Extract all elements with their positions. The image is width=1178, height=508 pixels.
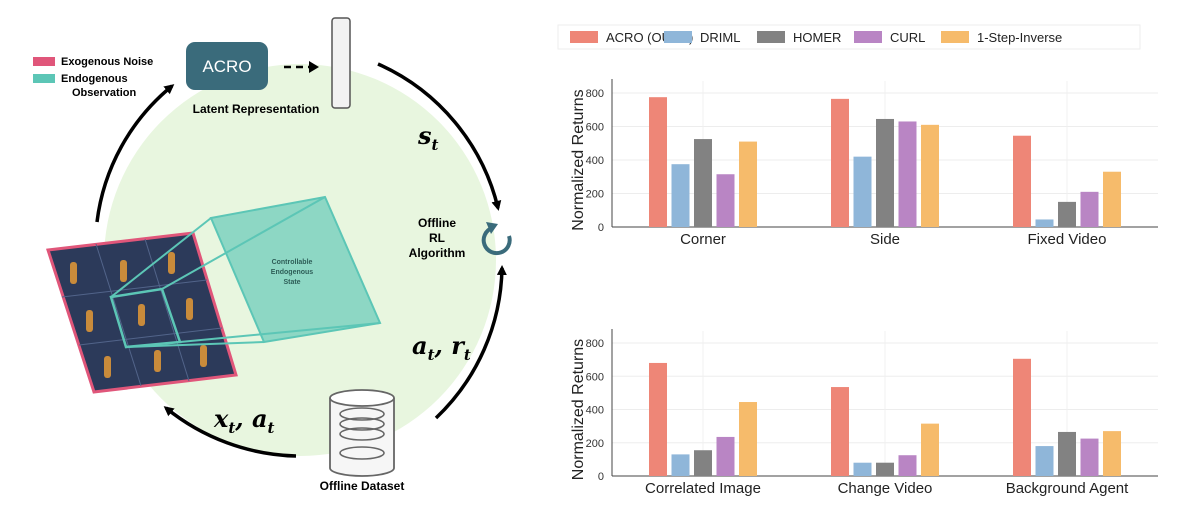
bar-change-video-series-1 — [853, 462, 872, 476]
category-label-1: Change Video — [838, 480, 933, 497]
algorithm-label-line2: RL — [429, 231, 445, 245]
legend-label-endogenous: Endogenous — [61, 73, 128, 85]
legend-label-4: 1-Step-Inverse — [977, 30, 1062, 45]
bar-correlated-image-series-3 — [716, 436, 735, 476]
legend-label-observation: Observation — [72, 87, 136, 99]
bar-fixed-video-series-4 — [1103, 171, 1121, 227]
legend-swatch-1 — [664, 31, 692, 43]
bar-corner-series-2 — [694, 139, 712, 227]
bar-corner-series-4 — [739, 141, 757, 227]
legend-label-2: HOMER — [793, 30, 841, 45]
bar-background-agent-series-3 — [1080, 438, 1099, 476]
dashed-arrow-head — [309, 61, 319, 73]
bar-background-agent-series-1 — [1035, 446, 1054, 476]
ytick-label-1: 200 — [586, 438, 604, 450]
bar-change-video-series-2 — [876, 462, 894, 476]
legend-label-3: CURL — [890, 30, 925, 45]
action-reward-symbol: at, rt — [412, 331, 471, 364]
category-label-2: Fixed Video — [1028, 231, 1107, 248]
bar-side-series-3 — [898, 121, 917, 227]
ytick-label-2: 400 — [586, 155, 604, 167]
legend-swatch-2 — [757, 31, 785, 43]
offline-dataset-label: Offline Dataset — [320, 479, 405, 493]
legend-swatch-4 — [941, 31, 969, 43]
category-label-0: Corner — [680, 231, 726, 248]
bar-change-video-series-0 — [831, 387, 849, 476]
ytick-label-4: 800 — [586, 88, 604, 100]
state-box-line1: Controllable — [272, 259, 313, 266]
legend-label-noise: Exogenous Noise — [61, 56, 153, 68]
acro-diagram: Exogenous Noise Endogenous Observation A… — [33, 17, 512, 493]
database-icon — [329, 389, 395, 477]
state-symbol: st — [417, 121, 439, 154]
chart-legend: ACRO (OURS) DRIML HOMER CURL 1-Step-Inverse — [557, 24, 1141, 50]
chart-legend-frame — [557, 24, 1141, 50]
legend-label-1: DRIML — [700, 30, 740, 45]
bar-correlated-image-series-2 — [694, 450, 712, 476]
ytick-label-1: 200 — [586, 189, 604, 201]
arrow-to-latent — [95, 84, 175, 223]
algorithm-label-line3: Algorithm — [409, 246, 466, 260]
arrow-to-algorithm — [377, 62, 502, 211]
bar-side-series-1 — [853, 156, 872, 227]
bar-corner-series-3 — [716, 174, 735, 227]
latent-vector-bar — [331, 17, 351, 109]
ytick-label-4: 800 — [586, 338, 604, 350]
bar-change-video-series-3 — [898, 455, 917, 476]
cycle-icon — [481, 222, 512, 256]
acro-encoder-label: ACRO — [202, 57, 251, 76]
ytick-label-0: 0 — [598, 222, 604, 234]
bar-side-series-4 — [921, 124, 939, 227]
y-axis-title: Normalized Returns — [570, 339, 587, 480]
legend-swatch-0 — [570, 31, 598, 43]
bar-correlated-image-series-1 — [671, 454, 690, 476]
bar-fixed-video-series-2 — [1058, 201, 1076, 227]
bar-correlated-image-series-0 — [649, 362, 667, 476]
latent-representation-label: Latent Representation — [193, 102, 320, 116]
bar-fixed-video-series-0 — [1013, 135, 1031, 227]
bar-corner-series-1 — [671, 164, 690, 227]
observation-action-symbol: xt, at — [213, 404, 275, 437]
legend-swatch-endogenous — [33, 74, 55, 83]
state-box-line3: State — [283, 279, 300, 286]
endogenous-state-projection — [109, 195, 382, 349]
y-axis-title: Normalized Returns — [570, 89, 587, 230]
bar-correlated-image-series-4 — [739, 402, 757, 476]
ytick-label-2: 400 — [586, 405, 604, 417]
legend-swatch-3 — [854, 31, 882, 43]
ytick-label-3: 600 — [586, 122, 604, 134]
bar-side-series-0 — [831, 98, 849, 227]
bar-fixed-video-series-1 — [1035, 219, 1054, 227]
bar-background-agent-series-0 — [1013, 358, 1031, 476]
ytick-label-3: 600 — [586, 371, 604, 383]
bar-side-series-2 — [876, 118, 894, 227]
legend-swatch-noise — [33, 57, 55, 66]
category-label-1: Side — [870, 231, 900, 248]
ytick-label-0: 0 — [598, 471, 604, 483]
bar-change-video-series-4 — [921, 423, 939, 476]
category-label-0: Correlated Image — [645, 480, 761, 497]
arrow-to-dataset — [434, 265, 507, 420]
bar-fixed-video-series-3 — [1080, 191, 1099, 227]
acro-encoder-box — [186, 42, 268, 90]
state-box-line2: Endogenous — [271, 269, 313, 276]
algorithm-label-line1: Offline — [418, 216, 456, 230]
bar-background-agent-series-4 — [1103, 431, 1121, 476]
arrow-from-dataset — [163, 406, 297, 458]
bar-corner-series-0 — [649, 97, 667, 227]
category-label-2: Background Agent — [1006, 480, 1129, 497]
bar-background-agent-series-2 — [1058, 431, 1076, 476]
